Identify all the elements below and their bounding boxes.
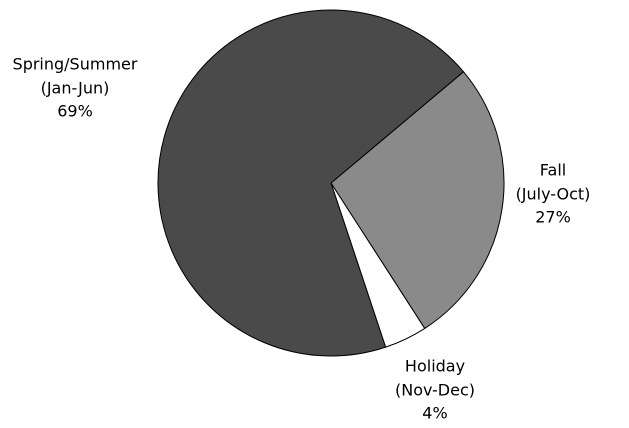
slice-value-label: 27% — [535, 208, 571, 227]
slice-value-label: 4% — [422, 404, 447, 423]
slice-label: Spring/Summer — [13, 55, 138, 74]
slice-period: (Nov-Dec) — [395, 381, 475, 400]
slice-period: (Jan-Jun) — [41, 79, 110, 98]
slice-label: Holiday — [405, 357, 465, 376]
slice-value-label: 69% — [57, 102, 93, 121]
pie-slice — [330, 71, 505, 330]
pie-slice — [157, 9, 465, 357]
slice-label: Fall — [540, 161, 566, 180]
slice-period: (July-Oct) — [516, 185, 591, 204]
